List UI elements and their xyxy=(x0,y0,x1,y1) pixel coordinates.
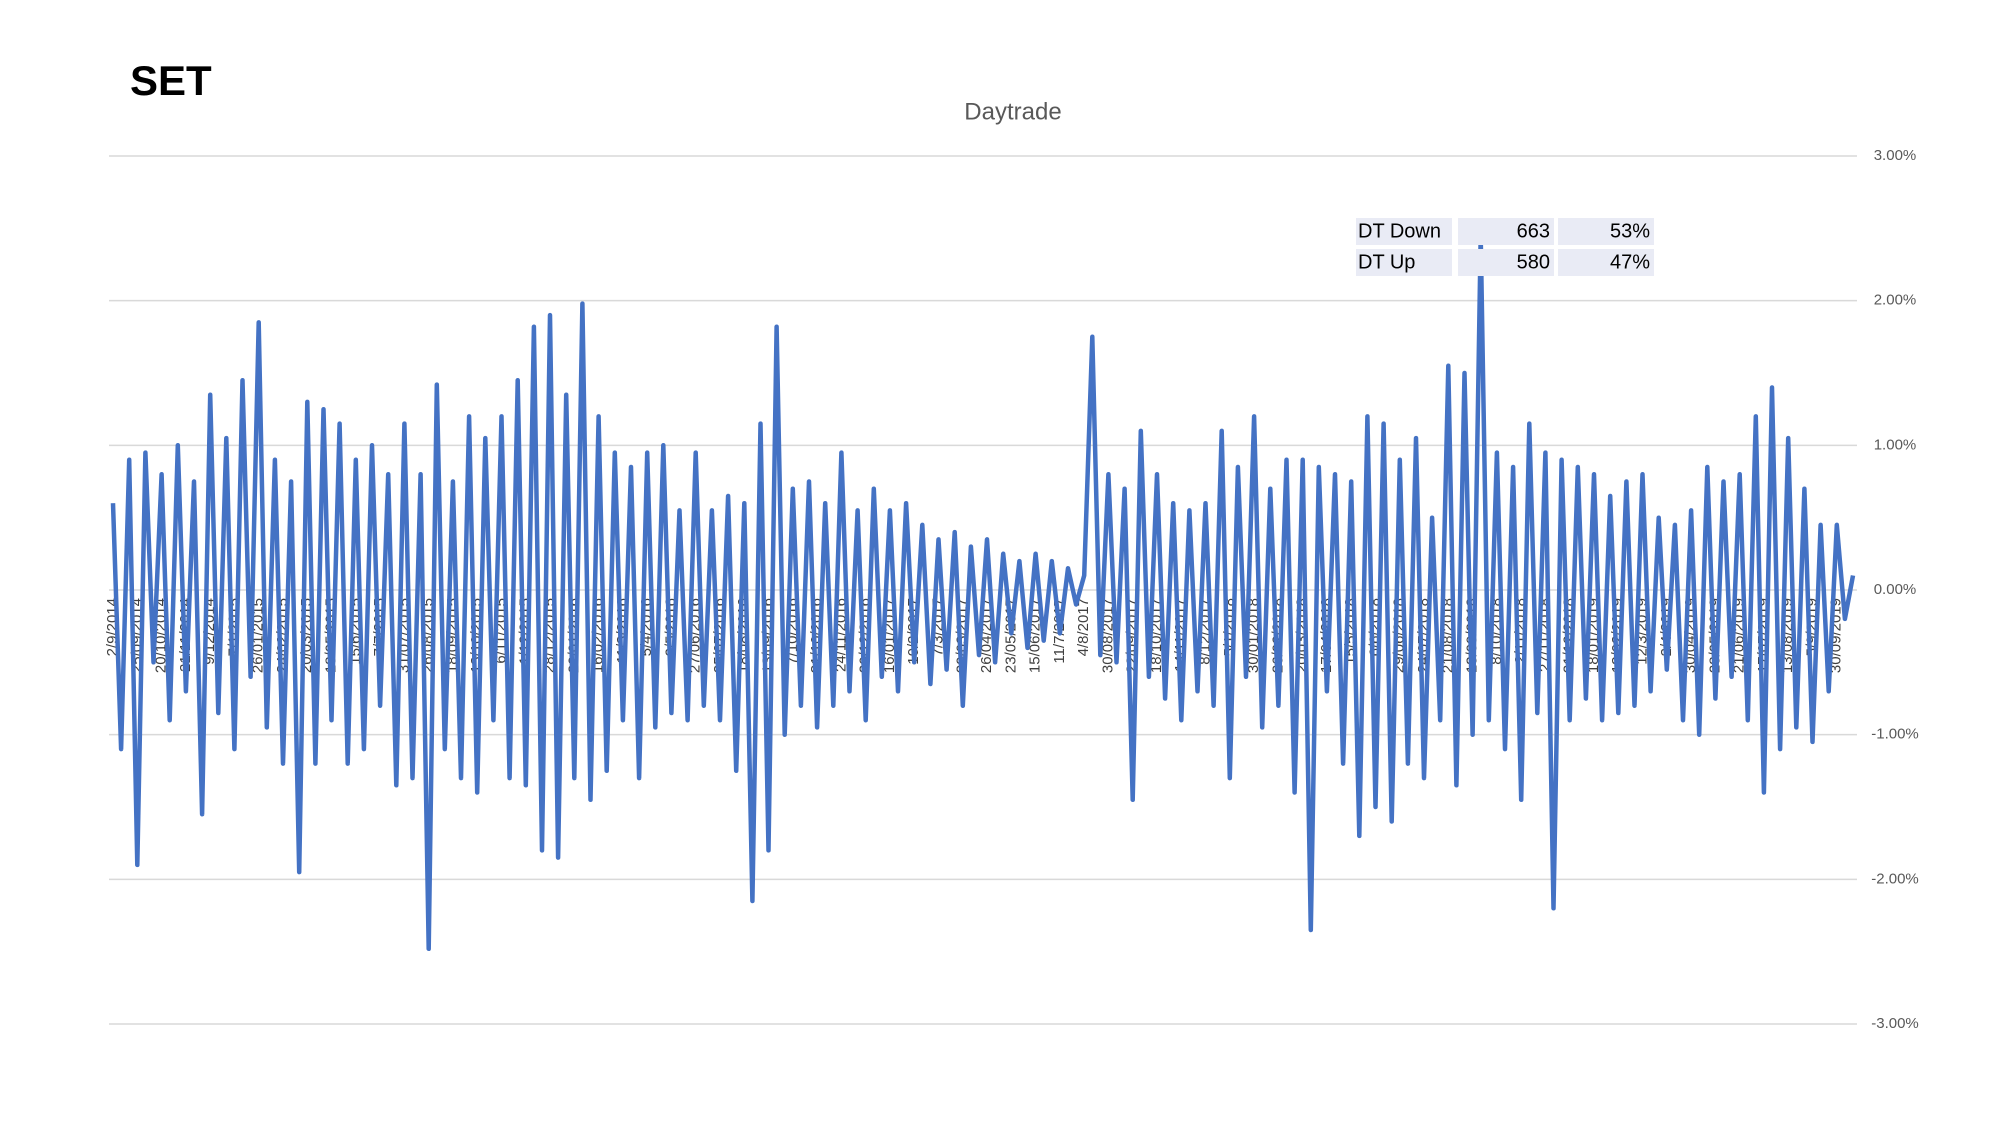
page-title: SET xyxy=(130,57,212,104)
table-text: 663 xyxy=(1517,220,1550,242)
table-cell xyxy=(1356,218,1452,245)
y-tick-label: -1.00% xyxy=(1871,726,1919,743)
table-text: DT Down xyxy=(1358,220,1441,242)
table-cell xyxy=(1458,249,1554,276)
y-tick-label: 2.00% xyxy=(1874,292,1917,309)
table-text: DT Up xyxy=(1358,251,1415,273)
table-cell xyxy=(1458,218,1554,245)
table-cell xyxy=(1558,249,1654,276)
table-text: 580 xyxy=(1517,251,1550,273)
chart-title: Daytrade xyxy=(964,98,1061,125)
y-tick-label: -3.00% xyxy=(1871,1015,1919,1032)
y-tick-label: 0.00% xyxy=(1874,581,1917,598)
y-tick-label: 3.00% xyxy=(1874,147,1917,164)
y-tick-label: 1.00% xyxy=(1874,436,1917,453)
y-tick-label: -2.00% xyxy=(1871,870,1919,887)
x-tick-label: 4/8/2017 xyxy=(1075,598,1092,656)
data-line xyxy=(110,233,1856,952)
table-text: 53% xyxy=(1610,220,1650,242)
table-text: 47% xyxy=(1610,251,1650,273)
table-cell xyxy=(1356,249,1452,276)
table-cell xyxy=(1558,218,1654,245)
